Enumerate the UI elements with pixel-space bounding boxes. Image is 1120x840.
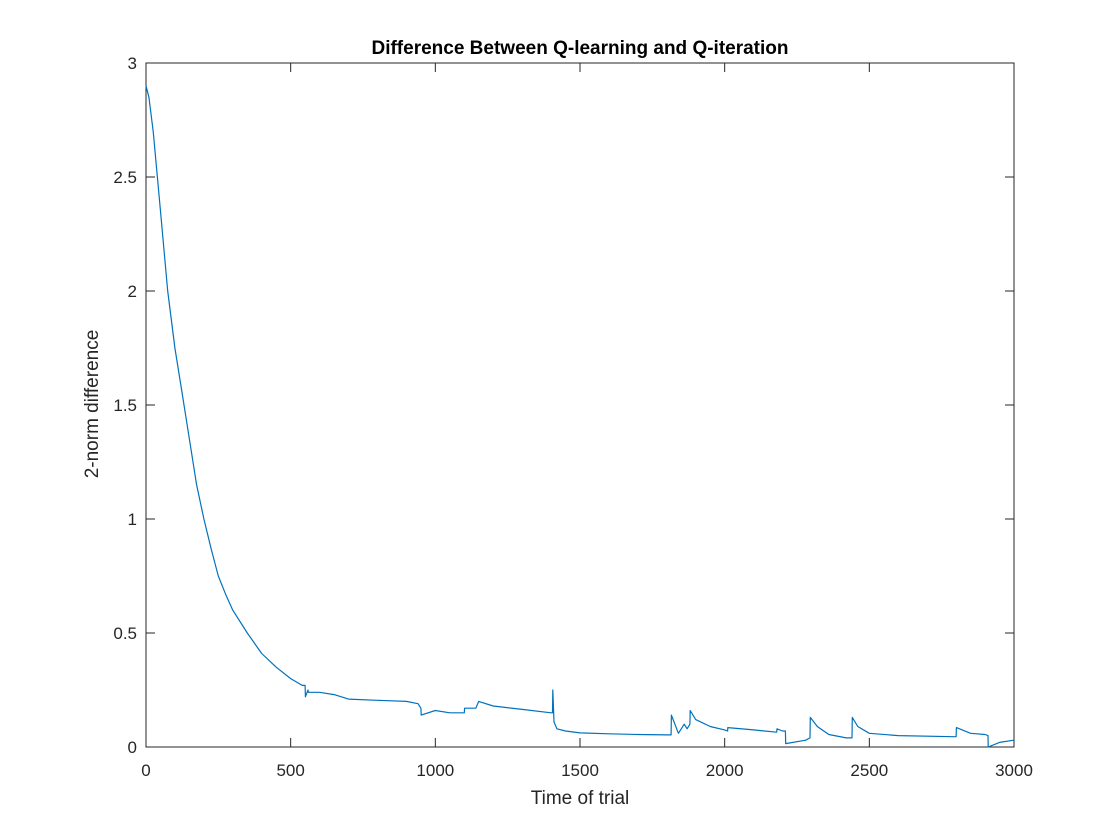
x-tick-label: 3000 bbox=[995, 761, 1033, 780]
y-tick-label: 2.5 bbox=[113, 168, 137, 187]
x-axis: 0 500 1000 1500 2000 2500 3000 bbox=[141, 63, 1033, 780]
x-tick-label: 1500 bbox=[561, 761, 599, 780]
x-tick-label: 2500 bbox=[850, 761, 888, 780]
y-tick-label: 1 bbox=[128, 510, 137, 529]
y-tick-label: 1.5 bbox=[113, 396, 137, 415]
y-tick-label: 0.5 bbox=[113, 624, 137, 643]
x-axis-label: Time of trial bbox=[531, 788, 630, 809]
chart-title: Difference Between Q-learning and Q-iter… bbox=[371, 38, 788, 59]
x-tick-label: 1000 bbox=[416, 761, 454, 780]
x-tick-label: 2000 bbox=[706, 761, 744, 780]
y-axis: 0 0.5 1 1.5 2 2.5 3 bbox=[113, 54, 1014, 757]
y-tick-label: 2 bbox=[128, 282, 137, 301]
x-tick-label: 0 bbox=[141, 761, 150, 780]
y-tick-label: 0 bbox=[128, 738, 137, 757]
y-axis-label: 2-norm difference bbox=[82, 330, 103, 479]
x-tick-label: 500 bbox=[276, 761, 304, 780]
y-tick-label: 3 bbox=[128, 54, 137, 73]
series-line bbox=[145, 85, 1015, 748]
